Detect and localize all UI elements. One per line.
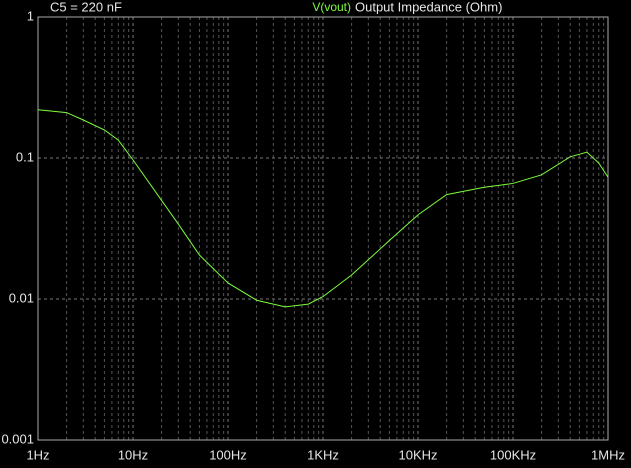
- x-tick-label: 1KHz: [307, 447, 339, 462]
- x-tick-label: 10Hz: [118, 447, 148, 462]
- y-tick-label: 0.01: [9, 290, 34, 305]
- legend-entry: V(vout): [312, 0, 351, 14]
- y-tick-label: 1: [27, 8, 34, 23]
- chart-title: Output Impedance (Ohm): [355, 0, 502, 14]
- x-tick-label: 100Hz: [209, 447, 247, 462]
- x-tick-label: 10KHz: [398, 447, 437, 462]
- line: [37, 109, 609, 308]
- y-tick-label: 0.1: [16, 149, 34, 164]
- plot-frame: [37, 16, 609, 441]
- x-tick-label: 100KHz: [490, 447, 536, 462]
- x-tick-label: 1Hz: [26, 447, 49, 462]
- y-tick-label: 0.001: [1, 431, 34, 446]
- x-tick-label: 1MHz: [591, 447, 625, 462]
- annotation: C5 = 220 nF: [50, 0, 122, 14]
